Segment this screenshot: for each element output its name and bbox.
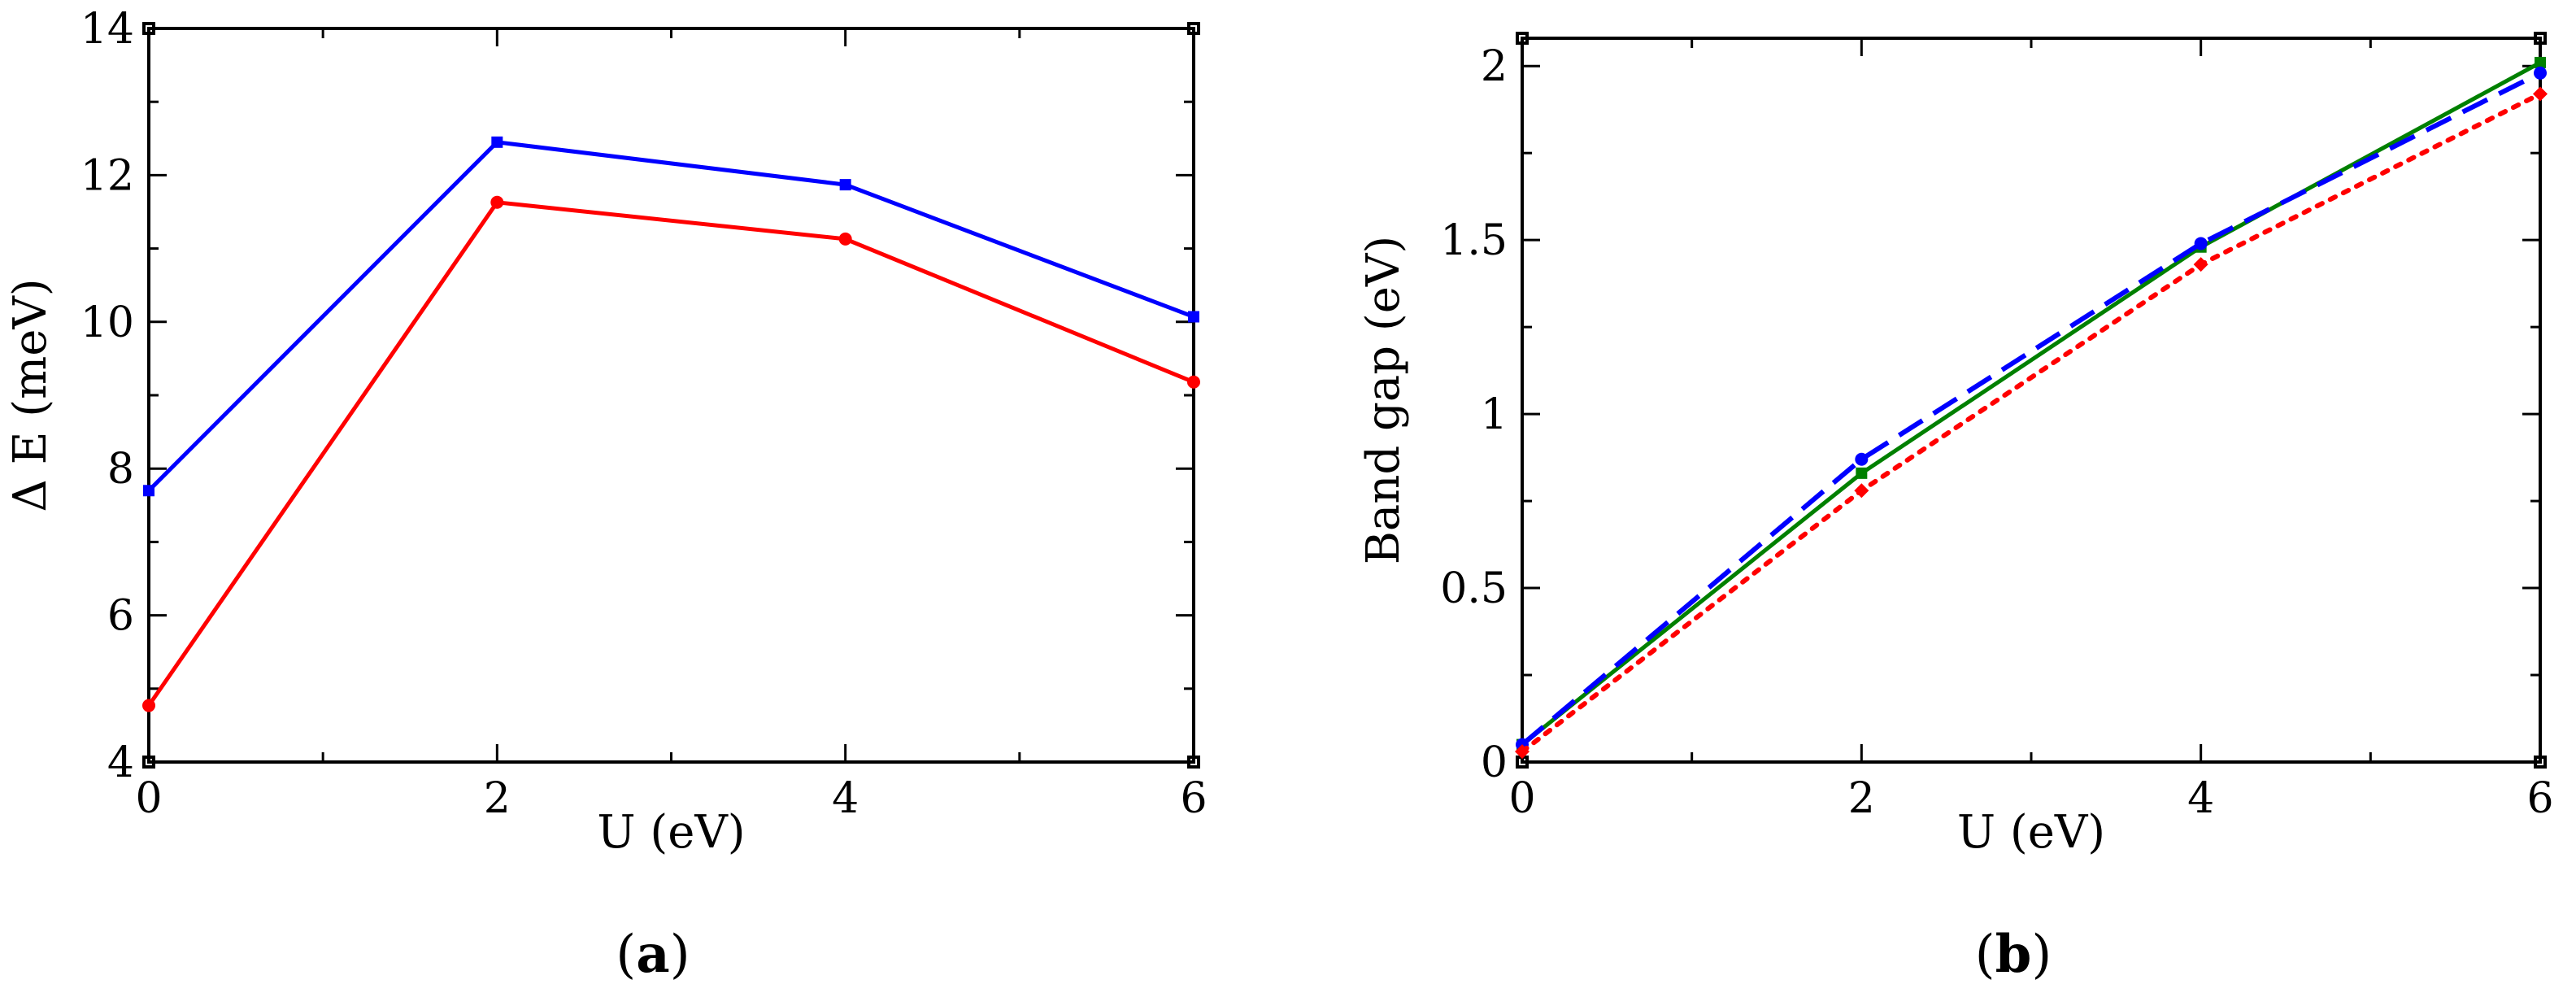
chart-a-series-1-point [143,485,154,497]
chart-a-series-2-point [490,195,504,209]
chart-a-y-tick-label: 4 [107,738,134,787]
chart-a-series-1-point [839,179,851,191]
chart-a-x-tick-label: 2 [484,774,511,823]
chart-b-series-1-point [2535,56,2546,68]
chart-a-x-axis-label: U (eV) [597,806,745,859]
chart-a-series-2-point [142,699,155,712]
panel-b-label: (b) [1975,924,2052,985]
chart-b-series-2-point [1855,452,1869,466]
chart-a-series-2-line [146,200,1194,707]
chart-b-y-tick-label: 0 [1481,738,1508,787]
chart-b-x-tick-label: 0 [1508,774,1535,823]
chart-a-y-tick-label: 10 [80,298,134,347]
chart-b-series-1-point [1856,467,1868,479]
chart-b-x-axis-label: U (eV) [1957,806,2105,859]
chart-b-y-tick-label: 1.5 [1440,216,1508,265]
chart-b-series-3-point [2533,86,2548,102]
chart-a-x-tick-label: 6 [1180,774,1207,823]
chart-b-series-2-point [2534,66,2547,80]
chart-b-series-3-line [1520,91,2543,755]
chart-b-series-1-line [1521,60,2542,747]
chart-a-series-1-point [491,136,503,148]
chart-b-x-tick-label: 2 [1848,774,1875,823]
panel-b-chart: 0 2 4 6 0 0.5 1 1.5 2 U (eV) Band gap (eV) (b) [1357,32,2554,985]
chart-b-series-3-point [1515,744,1530,760]
chart-a-x-tick-label: 0 [135,774,162,823]
chart-b-series-2-point [2194,237,2208,250]
chart-a-y-tick-label: 8 [107,445,134,494]
chart-b-series-2-line [1521,71,2542,747]
chart-a-series-2-point [1187,375,1200,389]
chart-a-plot-frame [147,27,1195,764]
chart-a-series-1-line [147,140,1194,493]
chart-b-x-tick-label: 4 [2187,774,2214,823]
panel-a-chart: 0 2 4 6 4 6 8 10 12 14 U (eV) Δ E (meV) (a) [4,5,1208,985]
chart-b-x-tick-label: 6 [2526,774,2553,823]
chart-a-series-1-point [1188,311,1199,323]
chart-b-y-tick-label: 1 [1481,390,1508,439]
chart-b-series-3-point [1854,483,1869,499]
chart-a-y-tick-label: 12 [80,151,134,200]
chart-a-y-axis-label: Δ E (meV) [4,278,57,512]
chart-b-y-tick-label: 0.5 [1440,564,1508,613]
chart-b-y-tick-label: 2 [1481,42,1508,91]
chart-a-series-2-point [838,232,852,246]
chart-b-y-axis-label: Band gap (eV) [1357,236,1410,564]
chart-b-series-3-point [2193,257,2208,272]
chart-a-x-tick-label: 4 [832,774,859,823]
panel-a-label: (a) [616,924,690,985]
chart-a-y-tick-label: 14 [80,5,134,54]
chart-a-y-tick-label: 6 [107,592,134,641]
